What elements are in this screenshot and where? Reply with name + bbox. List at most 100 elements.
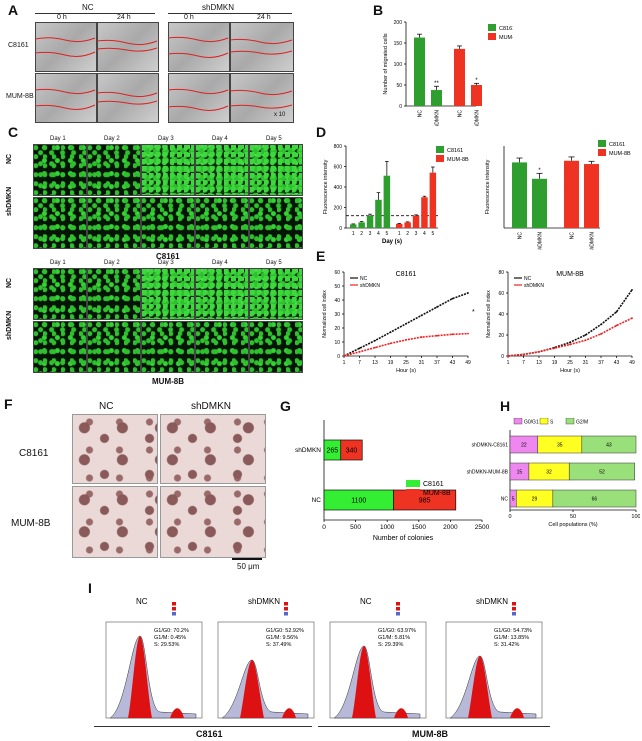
- data-point: [389, 331, 392, 334]
- colony-photo-nc-c8161: [72, 414, 158, 484]
- data-label: 66: [592, 497, 598, 503]
- data-point: [374, 339, 376, 342]
- x-tick-label: 2000: [443, 524, 458, 531]
- legend-swatch: [488, 24, 496, 31]
- bar: [532, 178, 547, 228]
- x-tick-label: 37: [598, 360, 604, 366]
- data-label: 5: [512, 497, 515, 503]
- day-label: Day 4: [212, 260, 228, 266]
- significance-marker: **: [434, 81, 439, 87]
- micrograph-wound-nc-24h-mum-8b: [97, 73, 159, 123]
- data-point: [451, 333, 454, 336]
- x-tick-label: 50: [570, 514, 576, 520]
- colony-photo-shdmkn-mum-8b: [160, 486, 266, 558]
- data-point: [538, 350, 540, 353]
- y-tick-label: shDMKN: [295, 447, 321, 454]
- x-tick-label: 3: [369, 231, 372, 237]
- scale-bar: [232, 558, 262, 560]
- micrograph-wound-nc-0h-c8161: [35, 22, 97, 72]
- chart-d-fluorescence-groups: Fluorescence intensity NC * shDMKN NC shDMKN C…: [485, 140, 631, 250]
- data-point: [584, 334, 587, 336]
- legend-swatch: [284, 602, 288, 606]
- x-tick-label: 13: [536, 360, 542, 366]
- g2-peak: [170, 708, 184, 718]
- s-phase-area: [109, 635, 197, 719]
- block-title-c8161: C8161: [156, 252, 180, 261]
- fluorescence-micrograph: [195, 144, 249, 196]
- fluorescence-micrograph: [33, 144, 87, 196]
- magnification-label: x 10: [274, 112, 286, 118]
- scale-bar-label: 50 μm: [237, 562, 260, 571]
- bar: [431, 90, 442, 106]
- bottom-label-mum-8b: MUM-8B: [412, 729, 448, 739]
- x-tick-label: 19: [552, 360, 558, 366]
- y-tick-label: 50: [334, 284, 340, 290]
- data-point: [358, 350, 361, 353]
- bar: [584, 164, 599, 228]
- histogram-title: NC: [136, 597, 148, 606]
- day-label: Day 2: [104, 136, 120, 142]
- x-tick-label: 4: [423, 231, 426, 237]
- g1-peak: [240, 660, 264, 718]
- legend-swatch: [565, 418, 575, 425]
- panel-letter-f: F: [4, 396, 13, 412]
- fluorescence-micrograph: [141, 144, 195, 196]
- legend-label: shDMKN: [524, 283, 544, 289]
- bar: [421, 197, 428, 228]
- fluorescence-micrograph: [141, 197, 195, 249]
- chart-title: MUM-8B: [556, 271, 584, 278]
- x-axis-label: Cell populations (%): [548, 522, 597, 528]
- x-tick-label: 3: [415, 231, 418, 237]
- x-tick-label: 2: [406, 231, 409, 237]
- bottom-label-c8161: C8161: [196, 729, 223, 739]
- x-tick-label: 13: [372, 360, 378, 366]
- significance-marker: *: [538, 168, 541, 174]
- data-point: [615, 324, 618, 327]
- data-label: 15: [517, 470, 523, 476]
- micrograph-wound-nc-24h-c8161: [97, 22, 159, 72]
- fluorescence-micrograph: [195, 321, 249, 373]
- fluorescence-micrograph: [195, 197, 249, 249]
- x-tick-label: 49: [465, 360, 471, 366]
- day-label: Day 1: [50, 260, 66, 266]
- legend-swatch: [512, 607, 516, 611]
- x-tick-label: 100: [631, 514, 640, 520]
- row-label-c8161: C8161: [19, 448, 49, 459]
- legend-label: MUM-8B: [499, 35, 513, 41]
- y-tick-label: 600: [334, 165, 343, 171]
- day-label: Day 5: [266, 136, 282, 142]
- legend-swatch: [436, 146, 444, 153]
- x-axis-label: Hour (s): [396, 368, 416, 374]
- legend-label: G2/M: [576, 420, 588, 426]
- data-point: [553, 347, 556, 350]
- x-tick-label: NC: [418, 110, 424, 118]
- data-label: 340: [346, 448, 358, 455]
- x-tick-label: 31: [583, 360, 589, 366]
- legend-swatch: [172, 612, 176, 616]
- x-tick-label: 5: [431, 231, 434, 237]
- cell-cycle-stat: S: 31.42%: [494, 642, 519, 648]
- panel-letter-e: E: [316, 248, 326, 264]
- legend-label: C8161: [609, 142, 625, 148]
- data-point: [343, 355, 345, 357]
- legend-label: MUM-8B: [447, 157, 469, 163]
- panel-letter-h: H: [500, 398, 511, 414]
- wound-edge-lines: [35, 36, 293, 111]
- g1-peak: [468, 656, 492, 718]
- y-axis-label: Fluorescence intensity: [323, 159, 329, 214]
- series-line: [343, 332, 469, 357]
- fluorescence-micrograph: [33, 197, 87, 249]
- legend-swatch: [598, 140, 606, 147]
- data-label: 29: [532, 497, 538, 503]
- colony-photo-shdmkn-c8161: [160, 414, 266, 484]
- block-title-mum-8b: MUM-8B: [152, 377, 184, 386]
- g2-peak: [282, 708, 296, 718]
- legend-swatch: [396, 602, 400, 606]
- group-line-c8161: [94, 726, 312, 727]
- x-tick-label: 1: [343, 360, 346, 366]
- panel-letter-i: I: [88, 580, 92, 596]
- s-phase-area: [221, 659, 309, 719]
- y-tick-label: NC: [312, 497, 322, 504]
